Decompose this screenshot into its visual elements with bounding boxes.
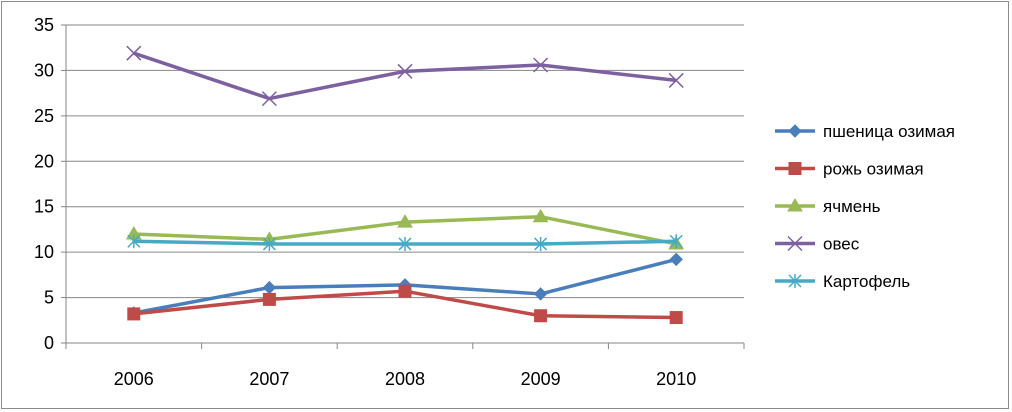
legend-entry: пшеница озимая	[775, 122, 955, 141]
y-tick-label: 20	[34, 151, 54, 171]
legend-marker	[788, 124, 802, 138]
data-point	[262, 292, 276, 306]
y-tick-label: 15	[34, 197, 54, 217]
x-tick-labels: 2006 2007 2008 2009 2010	[114, 369, 696, 389]
x-tick-label: 2010	[656, 369, 696, 389]
data-point	[261, 91, 277, 107]
y-tick-label: 0	[44, 333, 54, 353]
data-point	[398, 236, 412, 251]
legend-label: рожь озимая	[823, 160, 924, 179]
legend-marker	[787, 235, 803, 252]
series-4	[127, 234, 683, 251]
data-point	[532, 208, 549, 223]
data-point	[534, 309, 548, 323]
x-tick-label: 2006	[114, 369, 154, 389]
y-tick-label: 30	[34, 60, 54, 80]
y-tick-label: 5	[44, 288, 54, 308]
data-point	[669, 252, 683, 267]
series-3	[126, 45, 684, 107]
legend-entry: Картофель	[775, 272, 910, 291]
y-tick-label: 35	[34, 15, 54, 35]
x-tick-label: 2007	[249, 369, 289, 389]
data-point	[668, 72, 684, 88]
data-point	[669, 234, 683, 249]
axes	[61, 24, 745, 349]
data-point	[533, 57, 549, 73]
legend-label: Картофель	[823, 272, 910, 291]
legend: пшеница озимая рожь озимая ячмень овес Карто…	[775, 122, 955, 291]
legend-entry: рожь озимая	[775, 160, 924, 179]
legend-label: пшеница озимая	[823, 122, 955, 141]
legend-label: овес	[823, 235, 860, 254]
legend-marker	[787, 198, 803, 212]
data-point	[397, 63, 413, 79]
series-line	[133, 51, 677, 101]
data-point	[127, 307, 141, 321]
legend-marker	[788, 274, 802, 288]
data-point	[262, 280, 277, 295]
data-point	[533, 287, 548, 301]
y-tick-label: 25	[34, 106, 54, 126]
series	[125, 45, 685, 325]
x-tick-label: 2008	[385, 369, 425, 389]
data-point	[398, 284, 412, 298]
series-1	[127, 284, 683, 325]
data-point	[397, 214, 413, 228]
y-tick-labels: 0 5 10 15 20 25 30 35	[34, 15, 54, 353]
legend-marker	[788, 162, 802, 175]
data-point	[126, 45, 142, 61]
data-point	[534, 236, 548, 251]
legend-entry: ячмень	[775, 197, 881, 216]
data-point	[262, 236, 276, 251]
legend-entry: овес	[775, 235, 860, 254]
legend-label: ячмень	[823, 197, 881, 216]
x-tick-label: 2009	[521, 369, 561, 389]
data-point	[669, 311, 683, 325]
y-tick-label: 10	[34, 242, 54, 262]
data-point	[127, 234, 141, 249]
